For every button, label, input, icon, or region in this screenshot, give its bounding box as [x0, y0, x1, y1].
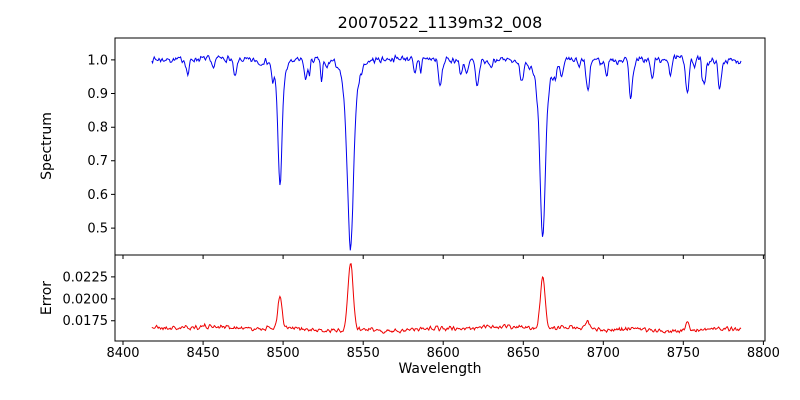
- spectrum-axes: 1.0 0.9 0.8 0.7 0.6 0.5: [87, 37, 766, 259]
- y-tick-label: 0.0225: [63, 270, 109, 285]
- spectrum-line: [151, 53, 742, 251]
- error-line: [151, 263, 742, 334]
- x-tick-label: 8800: [747, 346, 780, 361]
- y-tick-label: 0.7: [87, 154, 108, 169]
- y-tick-label: 0.8: [87, 121, 108, 136]
- spectrum-frame: [114, 37, 766, 256]
- x-tick-label: 8550: [347, 346, 380, 361]
- x-tick-label: 8650: [507, 346, 540, 361]
- plot-title: 20070522_1139m32_008: [337, 13, 543, 32]
- error-frame: [114, 254, 766, 342]
- y-tick-label: 1.0: [87, 53, 108, 68]
- y-tick-label: 0.0175: [63, 314, 109, 329]
- tick-marks: [111, 276, 764, 345]
- y-tick-label: 0.6: [87, 188, 108, 203]
- x-tick-label: 8500: [267, 346, 300, 361]
- x-tick-label: 8600: [427, 346, 460, 361]
- x-tick-label: 8450: [187, 346, 220, 361]
- tick-marks: [111, 59, 764, 259]
- y-tick-label: 0.9: [87, 87, 108, 102]
- x-tick-label: 8700: [587, 346, 620, 361]
- x-tick-label: 8750: [667, 346, 700, 361]
- error-axes: 0.0225 0.0200 0.0175 8400 8450 8500 8550 8600 86…: [63, 254, 780, 361]
- x-axis-label: Wavelength: [398, 361, 482, 377]
- y-tick-label: 0.0200: [63, 292, 109, 307]
- x-tick-label: 8400: [106, 346, 139, 361]
- y-tick-label: 0.5: [87, 222, 108, 237]
